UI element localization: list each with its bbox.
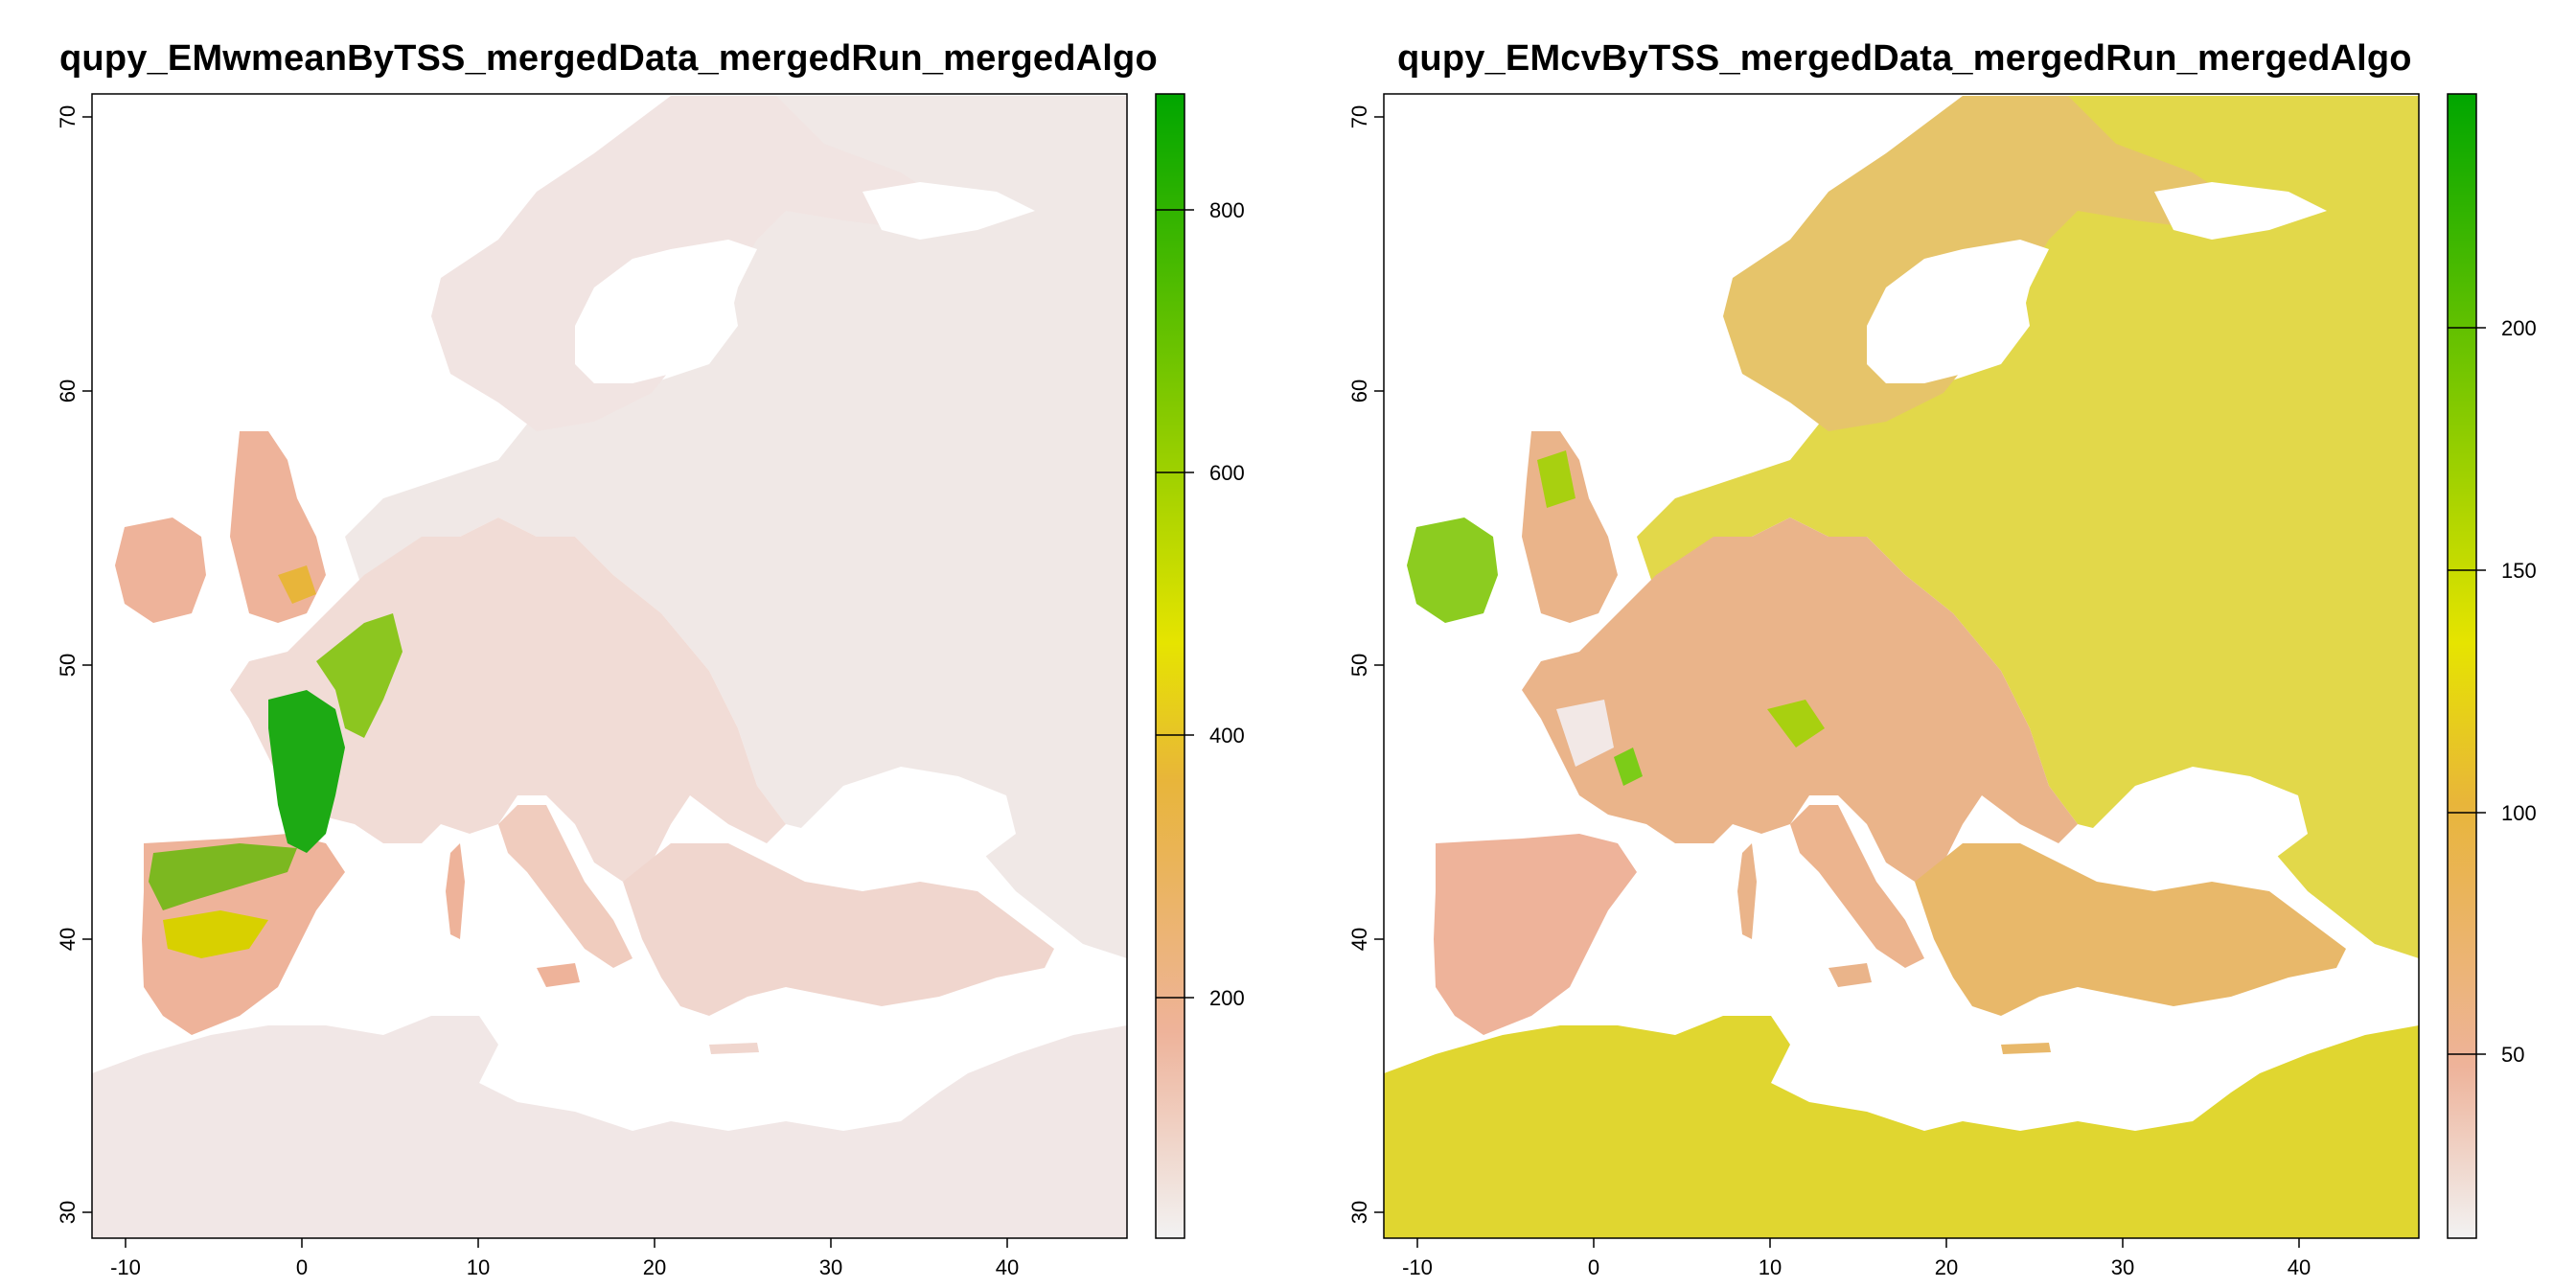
x-tick-label: -10: [1402, 1255, 1433, 1279]
legend-gradient: [2447, 93, 2477, 1239]
sea-layer: [1867, 182, 2327, 877]
hotspot-france-north: [316, 613, 402, 738]
y-tick-label: 40: [56, 928, 80, 951]
panel-title: qupy_EMwmeanByTSS_mergedData_mergedRun_m…: [59, 38, 1158, 79]
plot-frame: [91, 93, 1128, 1239]
white-sea: [862, 182, 1035, 240]
lowspot-france: [1556, 700, 1614, 767]
y-axis: 30 40 50 60 70: [1347, 105, 1384, 1224]
hotspot-layer: [149, 565, 402, 958]
hotspot-iberia-north: [149, 843, 297, 910]
land-sardinia: [446, 843, 465, 939]
land-layer: [92, 96, 1127, 1238]
x-tick-label: 10: [1759, 1255, 1782, 1279]
x-axis: -10 0 10 20 30 40: [1402, 1238, 2311, 1279]
plot-frame: [1383, 93, 2420, 1239]
land-central: [1522, 518, 2078, 882]
y-tick-label: 60: [56, 380, 80, 402]
land-ireland: [115, 518, 206, 623]
y-tick-label: 70: [56, 105, 80, 128]
hotspot-france: [268, 690, 345, 853]
land-crete: [709, 1043, 759, 1054]
land-sicily: [1828, 963, 1872, 987]
hotspot-layer: [1537, 450, 1825, 786]
land-north-africa: [92, 1016, 1127, 1238]
map-plot-cv: -10 0 10 20 30 40 30 40 50 60 70 50: [1347, 93, 2537, 1279]
hotspot-iberia-central: [163, 910, 268, 958]
legend-tick-label: 100: [2501, 801, 2537, 825]
sea-layer: [575, 182, 1035, 877]
y-tick-label: 50: [1347, 654, 1371, 677]
y-tick-label: 30: [56, 1201, 80, 1224]
land-north-africa: [1384, 1016, 2419, 1238]
panel-title: qupy_EMcvByTSS_mergedData_mergedRun_merg…: [1397, 38, 2412, 79]
y-tick-label: 50: [56, 654, 80, 677]
x-tick-label: 40: [2288, 1255, 2311, 1279]
x-tick-label: 0: [296, 1255, 308, 1279]
land-italy: [498, 805, 632, 968]
x-tick-label: 30: [819, 1255, 842, 1279]
land-ireland: [1407, 518, 1498, 623]
land-sardinia: [1737, 843, 1757, 939]
x-tick-label: -10: [110, 1255, 141, 1279]
legend-gradient: [1155, 93, 1185, 1239]
map-panel-cv: qupy_EMcvByTSS_mergedData_mergedRun_merg…: [1288, 0, 2576, 1288]
y-tick-label: 40: [1347, 928, 1371, 951]
land-east: [1637, 96, 2419, 958]
hotspot-alps: [1614, 748, 1643, 786]
hotspot-carpathians: [1767, 700, 1825, 748]
x-tick-label: 20: [643, 1255, 666, 1279]
y-axis: 30 40 50 60 70: [56, 105, 92, 1224]
land-sicily: [537, 963, 580, 987]
y-tick-label: 60: [1347, 380, 1371, 402]
black-sea: [795, 767, 1016, 877]
x-axis: -10 0 10 20 30 40: [110, 1238, 1019, 1279]
x-tick-label: 30: [2111, 1255, 2134, 1279]
legend-tick-label: 400: [1209, 724, 1245, 748]
legend-tick-label: 600: [1209, 461, 1245, 485]
legend-tick-label: 200: [1209, 986, 1245, 1010]
y-tick-label: 70: [1347, 105, 1371, 128]
land-east: [345, 96, 1127, 958]
x-tick-label: 10: [467, 1255, 490, 1279]
legend-tick-label: 150: [2501, 559, 2537, 583]
white-sea: [2154, 182, 2327, 240]
land-layer: [1384, 96, 2419, 1238]
land-iberia: [1434, 834, 1637, 1035]
hotspot-britain: [278, 565, 316, 604]
baltic-sea: [1867, 240, 2049, 383]
legend-tick-label: 800: [1209, 198, 1245, 222]
legend-tick-label: 200: [2501, 316, 2537, 340]
legend-colorbar: 50 100 150 200: [2447, 93, 2537, 1239]
x-tick-label: 20: [1935, 1255, 1958, 1279]
black-sea: [2087, 767, 2308, 877]
land-balkans-turkey: [1915, 843, 2346, 1016]
land-crete: [2001, 1043, 2051, 1054]
y-tick-label: 30: [1347, 1201, 1371, 1224]
legend-tick-label: 50: [2501, 1043, 2524, 1067]
hotspot-scotland: [1537, 450, 1576, 508]
land-central: [230, 518, 786, 882]
map-plot-mean: -10 0 10 20 30 40 30 40 50 60 70: [56, 93, 1245, 1279]
map-panel-mean: qupy_EMwmeanByTSS_mergedData_mergedRun_m…: [56, 38, 1245, 1279]
land-italy: [1790, 805, 1924, 968]
land-balkans-turkey: [623, 843, 1054, 1016]
x-tick-label: 0: [1588, 1255, 1599, 1279]
x-tick-label: 40: [996, 1255, 1019, 1279]
baltic-sea: [575, 240, 757, 383]
legend-colorbar: 200 400 600 800: [1155, 93, 1245, 1239]
